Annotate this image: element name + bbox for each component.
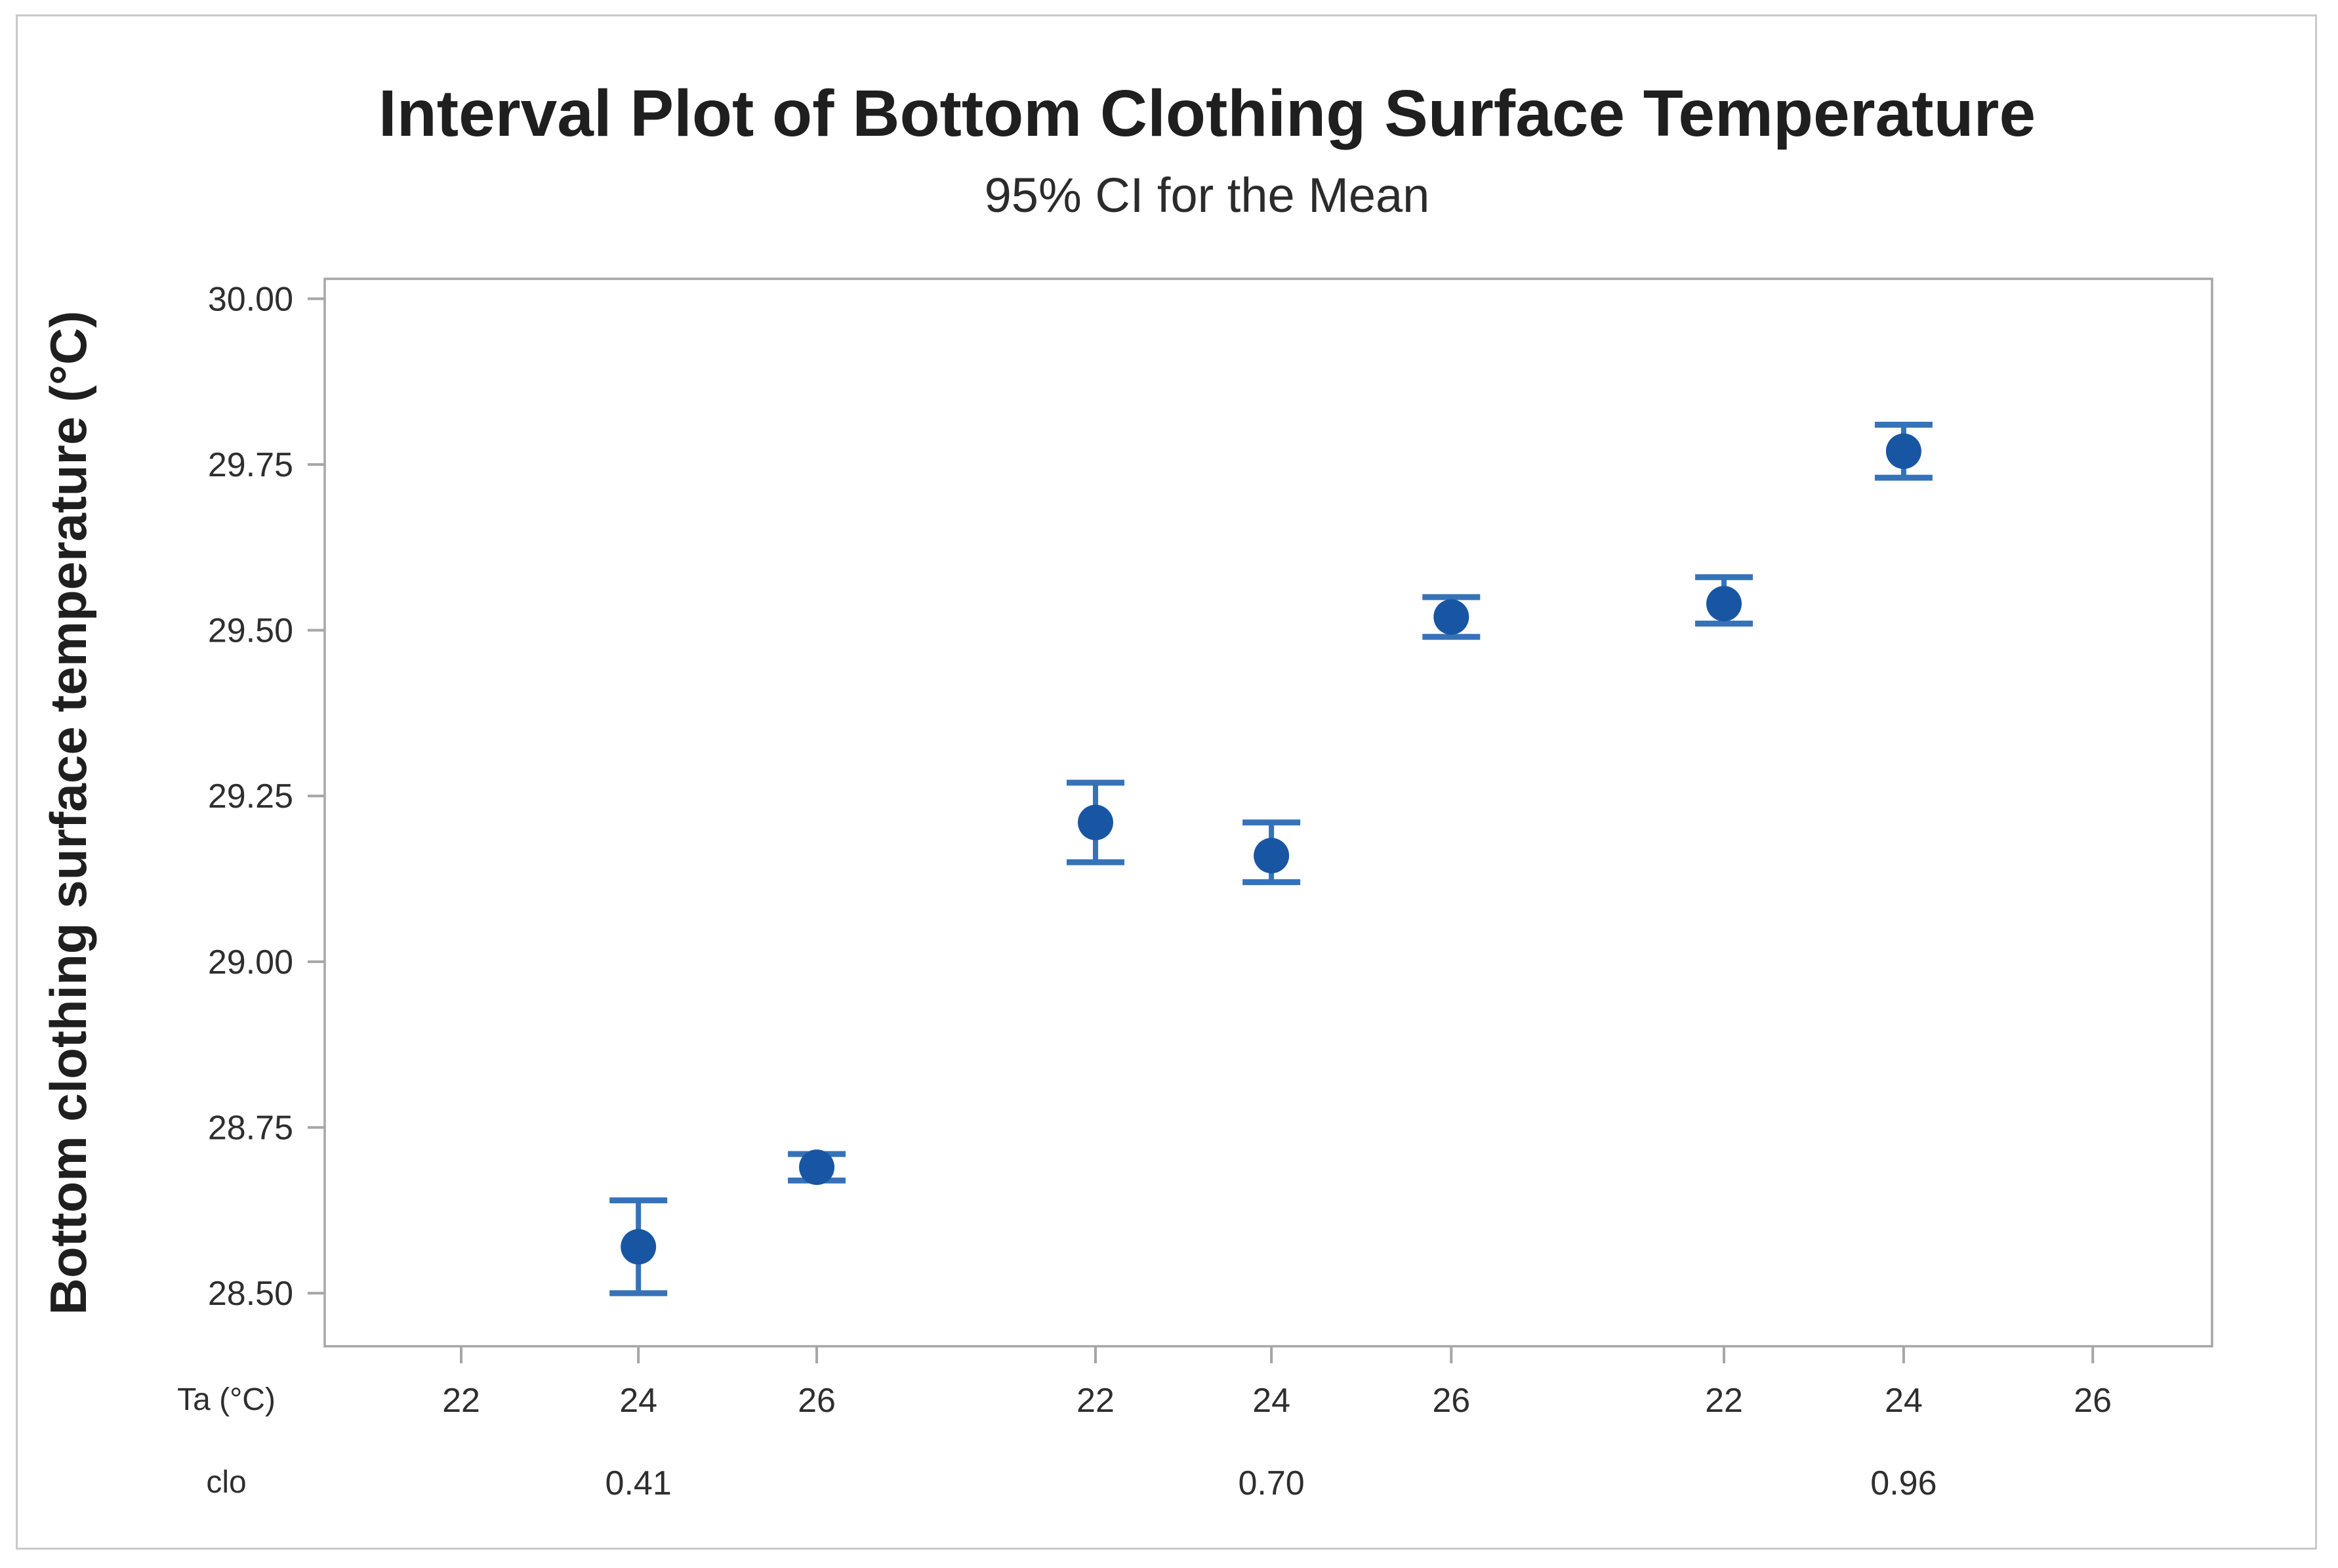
y-tick-label: 29.25 — [208, 777, 293, 815]
mean-marker — [1254, 838, 1290, 874]
x-axis-row-label-ta: Ta (°C) — [177, 1382, 276, 1417]
y-tick-label: 28.75 — [208, 1109, 293, 1147]
mean-marker — [1433, 599, 1469, 635]
chart-subtitle: 95% CI for the Mean — [984, 168, 1430, 222]
y-tick-label: 29.00 — [208, 943, 293, 981]
mean-marker — [1885, 433, 1921, 469]
x-tick-label-ta: 24 — [1252, 1382, 1290, 1420]
x-group-label-clo: 0.41 — [605, 1464, 672, 1502]
mean-marker — [621, 1229, 657, 1265]
x-tick-label-ta: 26 — [1432, 1382, 1470, 1420]
x-tick-label-ta: 22 — [1077, 1382, 1115, 1420]
mean-marker — [1077, 804, 1113, 840]
x-tick-label-ta: 22 — [442, 1382, 480, 1420]
mean-marker — [799, 1149, 835, 1186]
figure-border — [16, 14, 2317, 1550]
y-tick-label: 29.75 — [208, 446, 293, 484]
x-group-label-clo: 0.70 — [1238, 1464, 1304, 1502]
x-tick-label-ta: 26 — [798, 1382, 836, 1420]
mean-marker — [1706, 586, 1742, 622]
x-axis-row-label-clo: clo — [206, 1465, 247, 1500]
y-tick-label: 30.00 — [208, 280, 293, 318]
y-tick-label: 28.50 — [208, 1275, 293, 1313]
chart-title: Interval Plot of Bottom Clothing Surface… — [378, 77, 2036, 150]
x-tick-label-ta: 24 — [1885, 1382, 1923, 1420]
x-tick-label-ta: 24 — [619, 1382, 657, 1420]
plot-frame — [323, 278, 2213, 1348]
x-tick-label-ta: 26 — [2074, 1382, 2112, 1420]
x-group-label-clo: 0.96 — [1870, 1464, 1937, 1502]
y-tick-label: 29.50 — [208, 612, 293, 650]
x-tick-label-ta: 22 — [1705, 1382, 1743, 1420]
